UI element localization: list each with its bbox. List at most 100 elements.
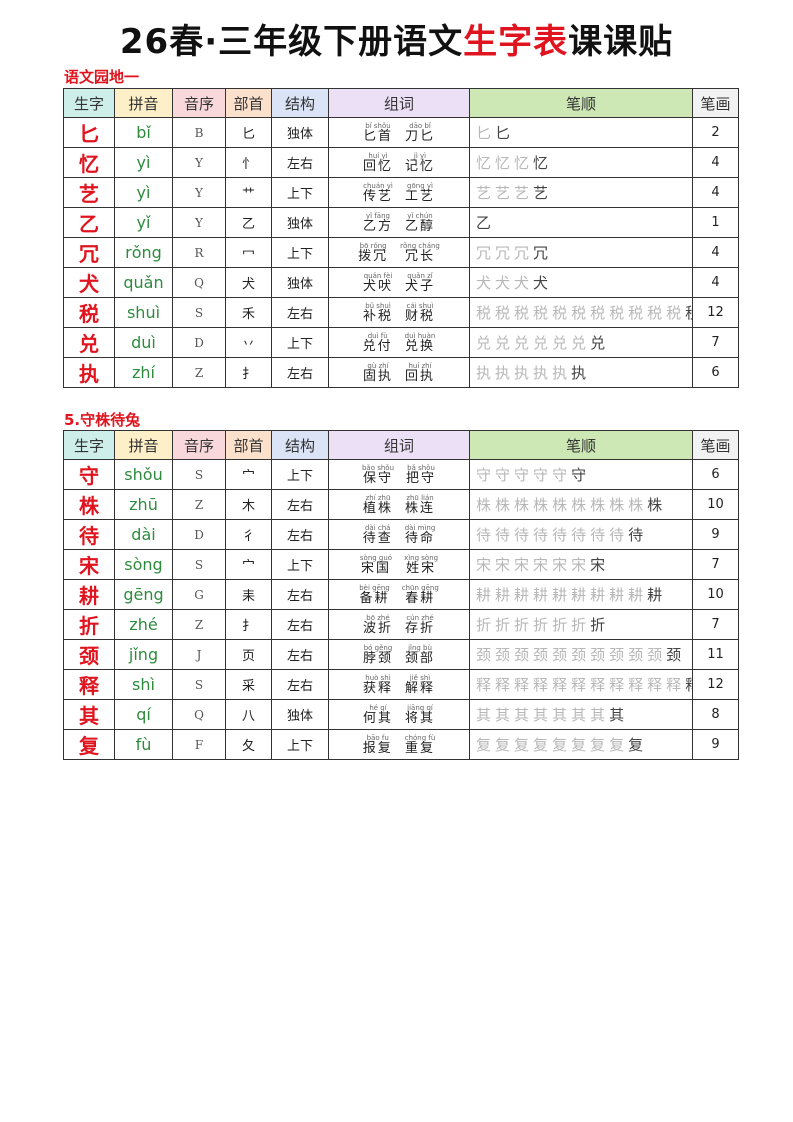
- index-letter: S: [172, 669, 226, 700]
- word: quǎn fèi 犬吠: [362, 271, 393, 294]
- word: bǎ shǒu 把守: [406, 464, 437, 486]
- stroke-step: 艺: [514, 184, 534, 202]
- word-text: 保守: [362, 470, 393, 486]
- index-letter: Z: [172, 357, 226, 388]
- word: sòng guó 宋国: [359, 553, 393, 576]
- radical: 犬: [225, 267, 272, 298]
- header-row: 生字 拼音 音序 部首 结构 组词 笔顺 笔画: [63, 430, 739, 460]
- character: 执: [63, 357, 115, 388]
- word-group: chuán yì 传艺 gōng yì 工艺: [328, 177, 470, 208]
- table-row: 释 shì S 采 左右 huò shì 获释 jiě shì 解释 释释释释释释释释…: [63, 669, 739, 700]
- word-text: 乙醇: [405, 218, 436, 234]
- word-group: huí yì 回忆 jì yì 记忆: [328, 147, 470, 178]
- character: 乙: [63, 207, 115, 238]
- index-letter: D: [172, 519, 226, 550]
- column-header: 笔顺: [469, 88, 693, 118]
- word-pinyin: cái shuì: [406, 301, 434, 310]
- pinyin: shǒu: [114, 459, 173, 490]
- column-header: 结构: [271, 88, 329, 118]
- index-letter: S: [172, 297, 226, 328]
- radical: 忄: [225, 147, 272, 178]
- structure: 左右: [271, 489, 329, 520]
- column-header: 组词: [328, 430, 470, 460]
- character-table: 生字 拼音 音序 部首 结构 组词 笔顺 笔画 守 shǒu S 宀 上下 bǎo shǒu 保…: [63, 430, 739, 760]
- column-header: 结构: [271, 430, 329, 460]
- word-pinyin: chóng fù: [404, 733, 436, 742]
- stroke-step: 兑: [514, 334, 534, 352]
- stroke-step: 税: [685, 304, 691, 322]
- stroke-step: 犬: [533, 274, 553, 292]
- radical: 匕: [225, 117, 272, 148]
- word-text: 固执: [362, 368, 393, 384]
- word-group: bèi gēng 备耕 chūn gēng 春耕: [328, 579, 470, 610]
- stroke-step: 待: [495, 526, 515, 544]
- stroke-step: 耕: [495, 586, 515, 604]
- table-row: 忆 yì Y 忄 左右 huí yì 回忆 jì yì 记忆 忆忆忆忆 4: [63, 147, 739, 178]
- word-pinyin: jǐng bù: [408, 643, 432, 652]
- structure: 上下: [271, 459, 329, 490]
- word-pinyin: quǎn fèi: [363, 271, 393, 280]
- stroke-step: 其: [590, 706, 610, 724]
- word: huí zhí 回执: [405, 362, 435, 383]
- word-pinyin: huò shì: [365, 673, 391, 682]
- stroke-step: 释: [514, 676, 534, 694]
- stroke-step: 宋: [514, 556, 534, 574]
- word-group: duì fù 兑付 duì huàn 兑换: [328, 327, 470, 358]
- stroke-step: 待: [476, 526, 496, 544]
- stroke-step: 复: [533, 736, 553, 754]
- stroke-step: 兑: [476, 334, 496, 352]
- word-group: huò shì 获释 jiě shì 解释: [328, 669, 470, 700]
- word-text: 宋国: [360, 560, 391, 576]
- stroke-step: 折: [533, 616, 553, 634]
- stroke-step: 税: [609, 304, 629, 322]
- structure: 左右: [271, 609, 329, 640]
- stroke-step: 忆: [495, 154, 515, 172]
- word-pinyin: rǒng cháng: [400, 241, 440, 250]
- radical: 彳: [225, 519, 272, 550]
- stroke-step: 待: [590, 526, 610, 544]
- word: duì huàn 兑换: [405, 332, 436, 353]
- word-pinyin: hé qí: [369, 703, 387, 712]
- word-pinyin: bèi gēng: [359, 583, 390, 592]
- word-text: 记忆: [405, 158, 436, 174]
- stroke-step: 冗: [533, 244, 553, 262]
- stroke-step: 匕: [495, 124, 515, 142]
- word-text: 把守: [406, 470, 437, 486]
- pinyin: sòng: [114, 549, 173, 580]
- stroke-step: 株: [609, 496, 629, 514]
- stroke-step: 释: [647, 676, 667, 694]
- word-group: gù zhí 固执 huí zhí 回执: [328, 357, 470, 388]
- stroke-step: 犬: [514, 274, 534, 292]
- radical: 木: [225, 489, 272, 520]
- word: cún zhé 存折: [405, 613, 435, 635]
- word-pinyin: cún zhé: [406, 613, 434, 622]
- stroke-count: 10: [692, 579, 739, 610]
- stroke-step: 复: [514, 736, 534, 754]
- word-text: 待查: [362, 530, 393, 546]
- word: bāo fu 报复: [363, 734, 393, 755]
- structure: 独体: [271, 207, 329, 238]
- stroke-step: 兑: [495, 334, 515, 352]
- word-text: 犬吠: [362, 278, 393, 294]
- stroke-step: 兑: [590, 334, 610, 352]
- character: 兑: [63, 327, 115, 358]
- column-header: 部首: [225, 430, 272, 460]
- pinyin: shuì: [114, 297, 173, 328]
- stroke-step: 颈: [628, 646, 648, 664]
- structure: 独体: [271, 117, 329, 148]
- stroke-step: 折: [514, 616, 534, 634]
- word-pinyin: sòng guó: [359, 553, 393, 562]
- table-row: 犬 quǎn Q 犬 独体 quǎn fèi 犬吠 quǎn zǐ 犬子 犬犬犬犬 4: [63, 267, 739, 298]
- word-text: 解释: [405, 680, 436, 696]
- pinyin: zhū: [114, 489, 173, 520]
- word: yǐ fāng 乙方: [363, 212, 393, 233]
- stroke-step: 释: [666, 676, 686, 694]
- word-pinyin: duì fù: [367, 331, 388, 340]
- word-pinyin: yǐ chún: [407, 211, 433, 220]
- pinyin: duì: [114, 327, 173, 358]
- stroke-step: 守: [552, 466, 572, 484]
- structure: 上下: [271, 729, 329, 760]
- stroke-step: 执: [552, 364, 572, 382]
- stroke-step: 忆: [514, 154, 534, 172]
